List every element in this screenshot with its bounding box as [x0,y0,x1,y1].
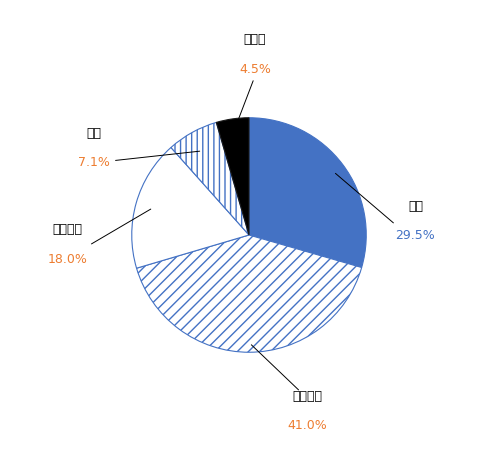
Text: 18.0%: 18.0% [47,252,87,266]
Wedge shape [249,118,366,267]
Text: 満足: 満足 [408,200,423,213]
Text: やや満足: やや満足 [293,390,323,403]
Text: 4.5%: 4.5% [239,63,271,76]
Wedge shape [216,118,249,235]
Wedge shape [132,148,249,268]
Text: 41.0%: 41.0% [288,419,328,432]
Text: 7.1%: 7.1% [78,157,110,170]
Wedge shape [136,235,362,352]
Text: 29.5%: 29.5% [395,229,435,242]
Wedge shape [171,122,249,235]
Text: やや不満: やや不満 [52,223,82,236]
Text: 不満: 不満 [87,127,102,140]
Text: 無回答: 無回答 [244,33,266,46]
